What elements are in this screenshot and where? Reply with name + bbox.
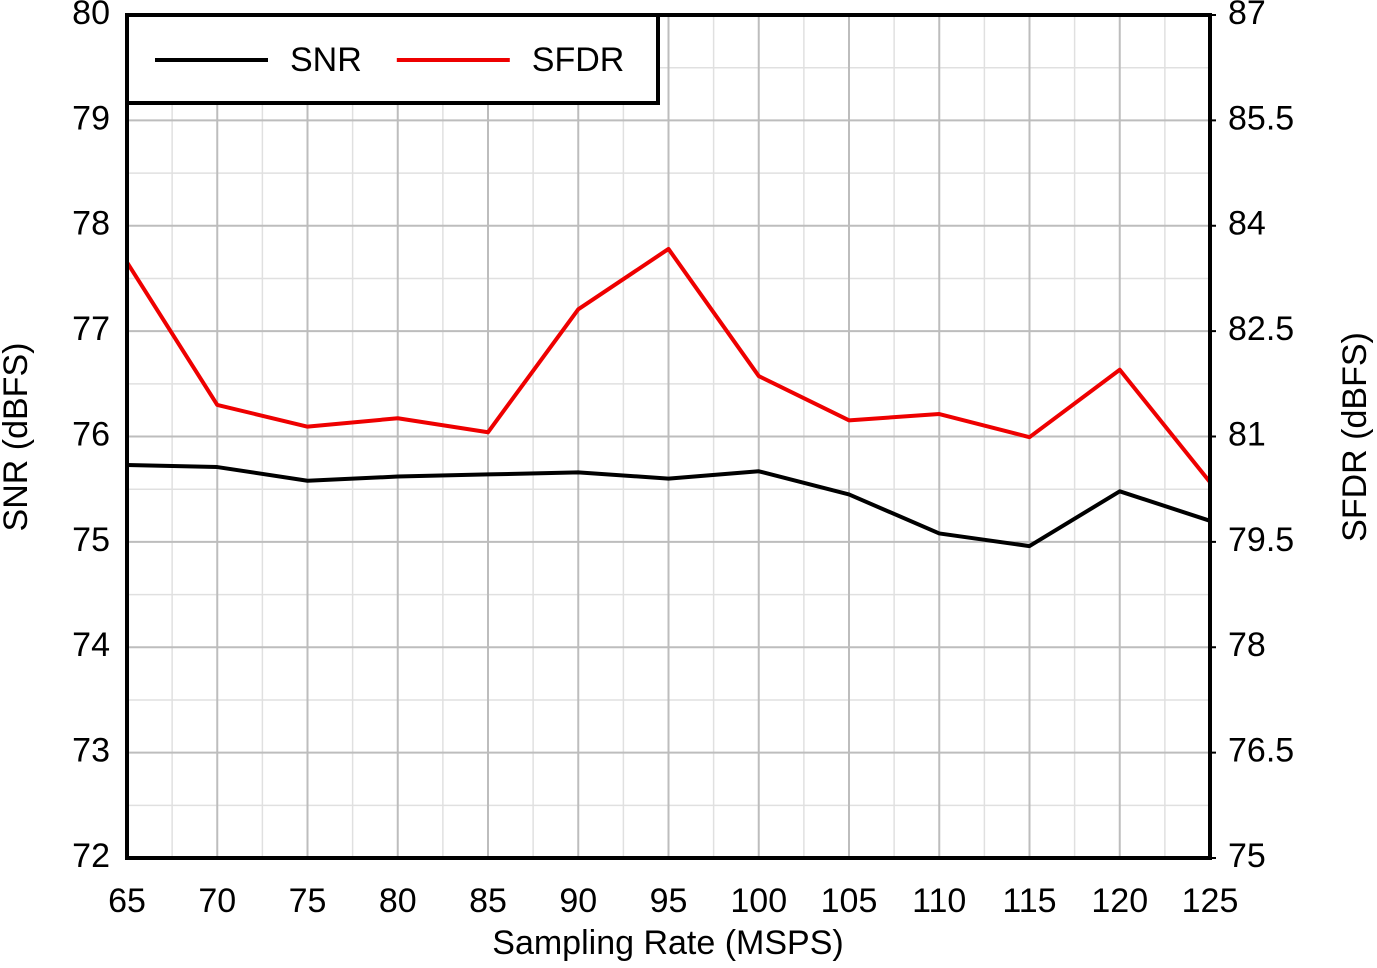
y2-tick-label: 75 [1228, 837, 1266, 875]
y2-tick-label: 76.5 [1228, 732, 1294, 770]
x-tick-label: 95 [650, 882, 688, 920]
y2-tick-label: 81 [1228, 415, 1266, 453]
y-axis-label: SNR (dBFS) [0, 343, 35, 532]
legend-label: SNR [290, 41, 362, 79]
x-axis-label: Sampling Rate (MSPS) [492, 924, 843, 962]
x-tick-label: 125 [1182, 882, 1239, 920]
x-tick-label: 85 [469, 882, 507, 920]
y2-tick-label: 84 [1228, 205, 1266, 243]
y2-axis-label: SFDR (dBFS) [1336, 332, 1374, 542]
y2-tick-label: 87 [1228, 0, 1266, 32]
plot-frame [125, 13, 1212, 860]
y-tick-label: 72 [72, 837, 110, 875]
y-tick-label: 78 [72, 205, 110, 243]
x-tick-label: 70 [198, 882, 236, 920]
y-tick-label: 73 [72, 732, 110, 770]
x-tick-label: 65 [108, 882, 146, 920]
x-tick-label: 100 [730, 882, 787, 920]
y-tick-label: 79 [72, 99, 110, 137]
y2-tick-label: 79.5 [1228, 521, 1294, 559]
y-tick-label: 77 [72, 310, 110, 348]
data-line [125, 246, 1212, 484]
data-line [126, 462, 1211, 549]
x-tick-label: 105 [821, 882, 878, 920]
x-tick-label: 75 [289, 882, 327, 920]
x-tick-label: 120 [1091, 882, 1148, 920]
legend-label: SFDR [532, 41, 625, 79]
x-tick-label: 115 [1002, 882, 1056, 920]
x-tick-label: 90 [559, 882, 597, 920]
y-tick-label: 76 [72, 415, 110, 453]
x-tick-label: 110 [912, 882, 966, 920]
y-tick-label: 75 [72, 521, 110, 559]
y-tick-label: 80 [72, 0, 110, 32]
x-tick-label: 80 [379, 882, 417, 920]
y2-tick-label: 82.5 [1228, 310, 1294, 348]
y2-tick-label: 85.5 [1228, 99, 1294, 137]
y-tick-label: 74 [72, 626, 110, 664]
y2-tick-label: 78 [1228, 626, 1266, 664]
